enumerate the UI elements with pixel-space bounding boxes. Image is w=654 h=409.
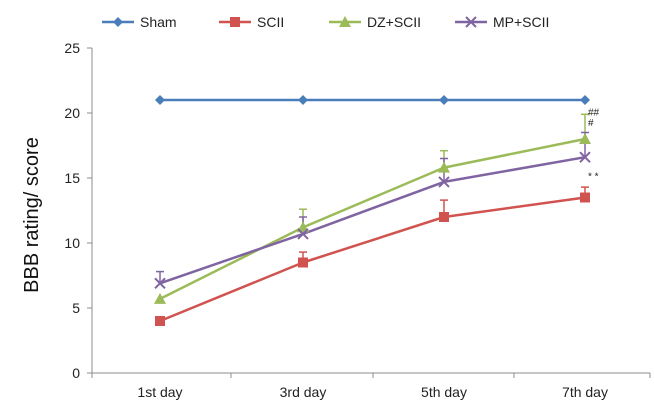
series-markers bbox=[154, 95, 591, 326]
data-point-sham bbox=[580, 95, 590, 105]
y-axis-title: BBB rating/ score bbox=[21, 137, 43, 293]
data-point-sham bbox=[155, 95, 165, 105]
y-axis: 0 5 10 15 20 25 bbox=[64, 40, 93, 381]
significance-marker: * * bbox=[588, 171, 599, 182]
series-lines bbox=[159, 98, 586, 323]
data-point-dz-scii bbox=[154, 292, 166, 304]
y-tick-label: 25 bbox=[64, 40, 80, 56]
legend-item-sham: Sham bbox=[102, 14, 177, 30]
data-point-mp-scii bbox=[438, 176, 450, 188]
x-tick-label: 3rd day bbox=[280, 384, 327, 400]
data-point-scii bbox=[580, 192, 590, 203]
annotations: ### * * bbox=[588, 108, 600, 183]
data-point-dz-scii bbox=[438, 161, 450, 173]
y-tick-label: 5 bbox=[72, 300, 80, 316]
legend-item-dz-scii: DZ+SCII bbox=[329, 14, 421, 30]
data-point-mp-scii bbox=[579, 151, 591, 163]
data-point-scii bbox=[298, 257, 308, 268]
series-line-dz-scii bbox=[159, 137, 586, 301]
x-tick-label: 7th day bbox=[562, 384, 608, 400]
series-line-scii bbox=[159, 196, 586, 323]
data-point-mp-scii bbox=[154, 277, 166, 290]
legend-label-mp-scii: MP+SCII bbox=[493, 14, 549, 30]
x-axis: 1st day 3rd day 5th day 7th day bbox=[91, 372, 651, 400]
y-tick-label: 10 bbox=[64, 235, 80, 251]
legend-label-dz-scii: DZ+SCII bbox=[367, 14, 421, 30]
x-tick-label: 1st day bbox=[137, 384, 182, 400]
y-tick-label: 20 bbox=[64, 105, 80, 121]
y-tick-label: 15 bbox=[64, 170, 80, 186]
legend-marker-mp-scii bbox=[465, 16, 477, 28]
data-point-mp-scii bbox=[297, 228, 309, 240]
data-point-scii bbox=[155, 316, 165, 326]
y-tick-label: 0 bbox=[72, 365, 80, 381]
legend-marker-sham bbox=[113, 17, 123, 27]
significance-marker: ## bbox=[588, 108, 600, 119]
legend-item-mp-scii: MP+SCII bbox=[455, 14, 549, 30]
data-point-dz-scii bbox=[579, 133, 591, 144]
significance-marker: # bbox=[588, 118, 594, 129]
series-line-mp-scii bbox=[159, 155, 586, 285]
data-point-sham bbox=[439, 95, 449, 105]
legend-marker-scii bbox=[230, 17, 240, 27]
legend-item-scii: SCII bbox=[219, 14, 284, 30]
legend: Sham SCII DZ+SCII MP+SCII bbox=[102, 14, 549, 30]
data-point-scii bbox=[439, 212, 449, 222]
x-tick-label: 5th day bbox=[421, 384, 467, 400]
data-point-sham bbox=[298, 95, 308, 105]
legend-marker-dz-scii bbox=[339, 16, 351, 27]
legend-label-scii: SCII bbox=[257, 14, 284, 30]
legend-label-sham: Sham bbox=[140, 14, 177, 30]
